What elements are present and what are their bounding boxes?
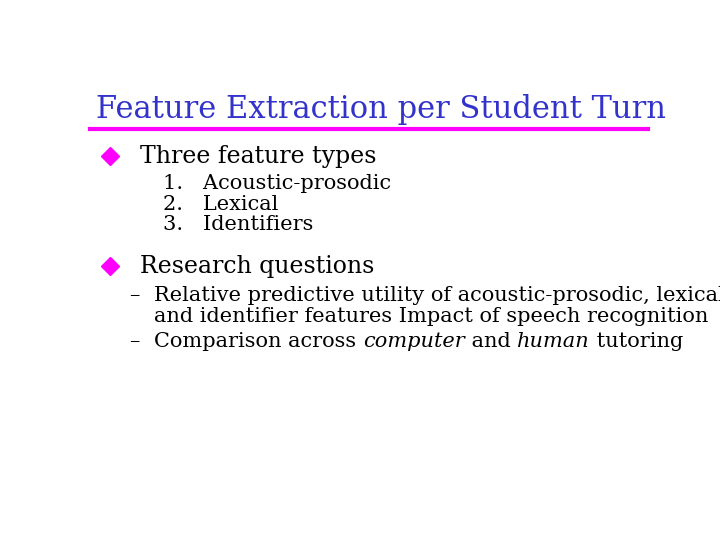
Text: –: – <box>129 286 140 305</box>
Text: and identifier features Impact of speech recognition: and identifier features Impact of speech… <box>154 307 708 326</box>
Text: Research questions: Research questions <box>140 255 374 278</box>
Text: Feature Extraction per Student Turn: Feature Extraction per Student Turn <box>96 94 665 125</box>
Text: –: – <box>129 332 140 351</box>
Text: 3.   Identifiers: 3. Identifiers <box>163 215 313 234</box>
Text: 2.   Lexical: 2. Lexical <box>163 194 278 214</box>
Text: and: and <box>464 332 517 351</box>
Text: human: human <box>517 332 590 351</box>
Text: 1.   Acoustic-prosodic: 1. Acoustic-prosodic <box>163 174 391 193</box>
Text: Relative predictive utility of acoustic-prosodic, lexical: Relative predictive utility of acoustic-… <box>154 286 720 305</box>
Text: Three feature types: Three feature types <box>140 145 377 168</box>
Text: Comparison across: Comparison across <box>154 332 363 351</box>
Text: computer: computer <box>363 332 464 351</box>
Text: tutoring: tutoring <box>590 332 683 351</box>
